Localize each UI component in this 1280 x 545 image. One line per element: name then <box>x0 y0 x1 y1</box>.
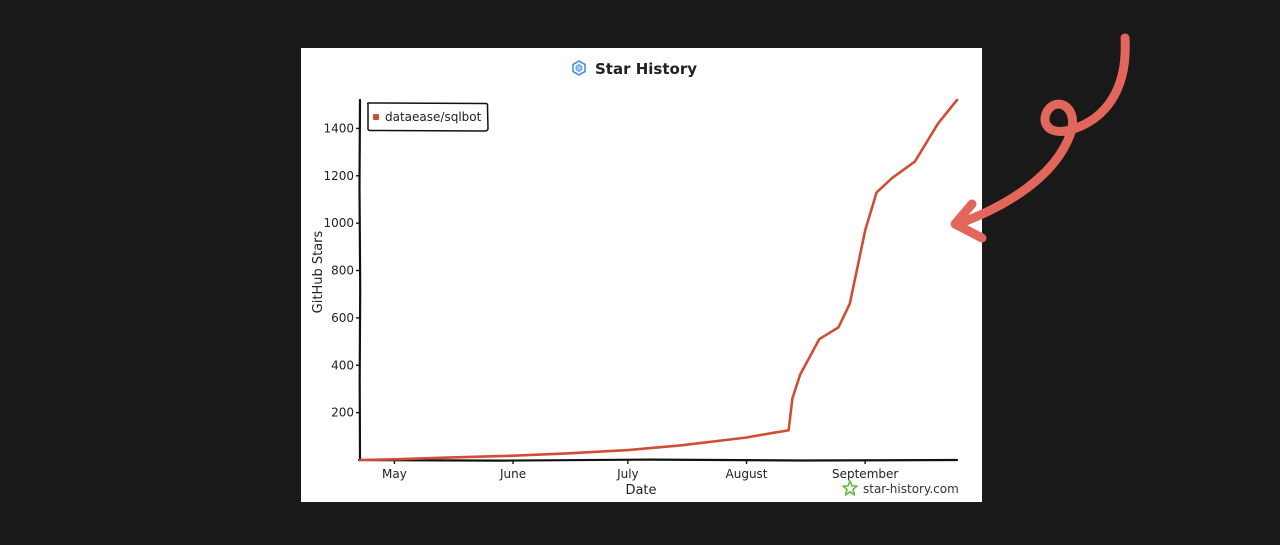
y-axis-title: GitHub Stars <box>311 230 326 313</box>
series-point <box>565 451 569 455</box>
y-tick-label: 1000 <box>323 216 354 230</box>
series-point <box>875 190 879 194</box>
series-point <box>936 122 940 126</box>
x-tick-label: July <box>616 467 639 481</box>
series-point <box>745 436 749 440</box>
x-axis-ticks: May June July August September <box>382 460 898 481</box>
y-tick-label: 1400 <box>323 121 354 135</box>
watermark-label: star-history.com <box>863 482 959 496</box>
legend[interactable]: dataease/sqlbot <box>366 102 489 132</box>
legend-box <box>366 102 489 132</box>
chart-title-group: Star History <box>572 60 697 78</box>
series-point <box>511 454 515 458</box>
y-tick-label: 200 <box>331 406 354 420</box>
series-point <box>817 337 821 341</box>
series-line-dataease-sqlbot <box>358 98 959 462</box>
y-tick-label: 400 <box>331 358 354 372</box>
series-point <box>836 325 840 329</box>
series-point <box>392 457 396 461</box>
star-history-logo-icon <box>572 60 586 76</box>
legend-label: dataease/sqlbot <box>385 110 482 124</box>
series-point <box>771 431 775 435</box>
chart-card: Star History 200 400 600 800 1000 1200 1400 Ma… <box>301 48 982 502</box>
y-tick-label: 800 <box>331 264 354 278</box>
watermark[interactable]: star-history.com <box>842 480 959 496</box>
series-point <box>358 458 362 462</box>
x-tick-label: September <box>832 467 898 481</box>
x-tick-label: August <box>726 467 768 481</box>
chart-title: Star History <box>595 60 697 78</box>
x-axis-line <box>357 458 959 462</box>
x-tick-label: June <box>499 467 526 481</box>
y-axis-line <box>358 98 362 462</box>
series-point <box>626 448 630 452</box>
series-point <box>848 302 852 306</box>
series-point <box>446 456 450 460</box>
series-point <box>955 98 959 102</box>
y-tick-label: 600 <box>331 311 354 325</box>
series-point <box>890 176 894 180</box>
series-points <box>358 98 959 462</box>
series-point <box>913 160 917 164</box>
x-axis-title: Date <box>625 483 656 498</box>
star-history-chart: Star History 200 400 600 800 1000 1200 1400 Ma… <box>311 60 959 498</box>
series-point <box>798 373 802 377</box>
y-axis-ticks: 200 400 600 800 1000 1200 1400 <box>323 121 360 420</box>
series-point <box>787 428 791 432</box>
x-tick-label: May <box>382 467 407 481</box>
series-point <box>863 228 867 232</box>
legend-swatch <box>373 114 379 120</box>
y-tick-label: 1200 <box>323 169 354 183</box>
annotation-arrow-curve <box>953 33 1130 229</box>
star-history-watermark-icon <box>842 480 858 496</box>
series-point <box>679 443 683 447</box>
series-point <box>790 396 794 400</box>
